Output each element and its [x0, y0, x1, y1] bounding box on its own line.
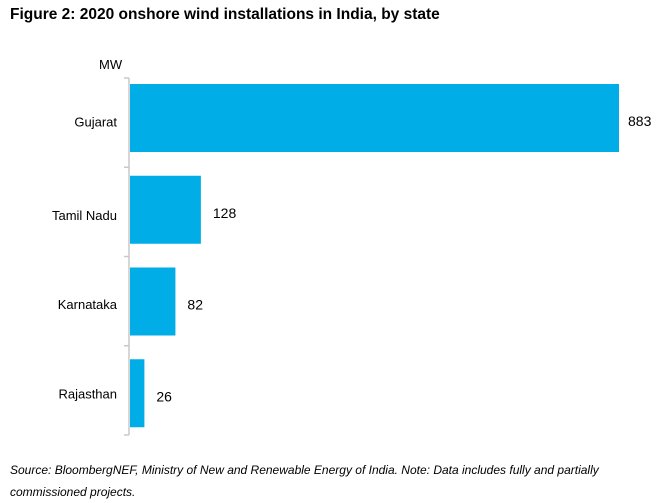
data-label: 883 — [628, 113, 652, 129]
data-label: 82 — [187, 297, 203, 313]
bar-tamil-nadu — [130, 175, 201, 244]
chart-title: Figure 2: 2020 onshore wind installation… — [10, 6, 440, 23]
bar-karnataka — [130, 267, 176, 336]
unit-label: MW — [99, 57, 123, 72]
category-label: Karnataka — [58, 297, 118, 312]
data-label: 128 — [213, 205, 237, 221]
category-label: Gujarat — [74, 115, 117, 130]
category-label: Rajasthan — [58, 386, 117, 401]
bar-rajasthan — [130, 359, 145, 428]
bar-chart: Gujarat 883 Tamil Nadu 128 Karnataka 82 Rajast… — [52, 77, 652, 436]
source-note: Source: BloombergNEF, Ministry of New an… — [10, 463, 599, 499]
data-label: 26 — [156, 388, 172, 404]
category-label: Tamil Nadu — [52, 208, 117, 223]
bar-gujarat — [130, 84, 619, 152]
